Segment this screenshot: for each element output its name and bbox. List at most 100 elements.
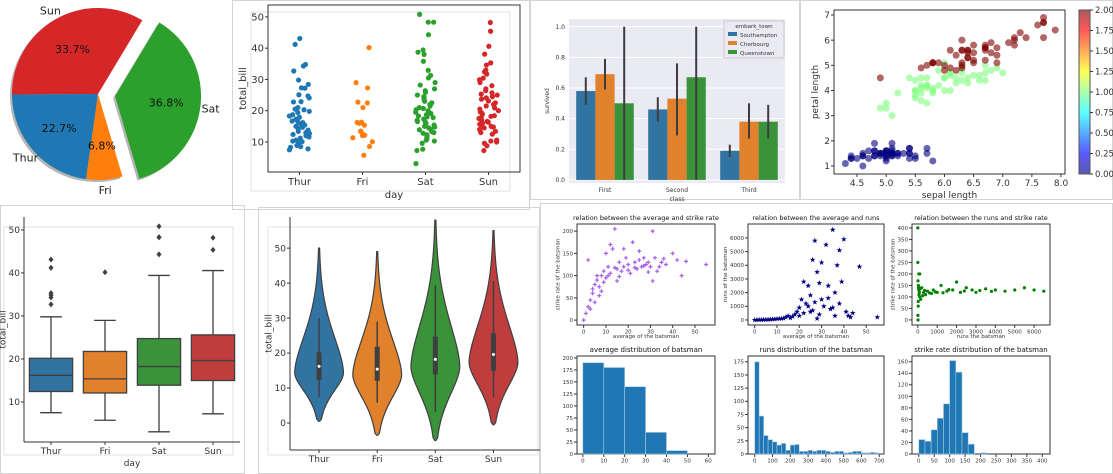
strip-point — [353, 80, 359, 86]
x-tick-label: 0 — [582, 330, 586, 336]
plus-marker — [606, 273, 611, 278]
data-point — [935, 66, 943, 74]
star-marker — [803, 300, 809, 306]
plus-marker — [586, 258, 591, 263]
histogram-bar — [930, 429, 938, 455]
legend-label: Queenstown — [740, 51, 775, 57]
chart-title: average distribution of batsman — [590, 346, 703, 354]
dot-marker — [919, 297, 923, 301]
bar-chart-panel — [530, 0, 800, 200]
axes-frame — [911, 223, 1051, 326]
strip-point — [300, 119, 306, 126]
y-tick-label: 200 — [563, 229, 574, 235]
plus-marker — [610, 246, 615, 251]
y-tick-label: 100 — [563, 404, 574, 410]
strip-point — [478, 91, 484, 97]
plus-marker — [655, 269, 660, 274]
plus-marker — [619, 269, 624, 274]
chart-title: relation between the average and runs — [752, 214, 880, 222]
plus-marker — [612, 265, 617, 270]
axes-frame — [833, 9, 1066, 175]
plus-marker — [592, 282, 597, 287]
x-tick-label: 40 — [669, 330, 676, 336]
plus-marker — [590, 291, 595, 296]
data-point — [905, 74, 913, 82]
histogram-bar — [763, 435, 769, 455]
histogram-bar — [980, 452, 988, 455]
x-tick-label: 350 — [1022, 459, 1033, 465]
y-tick-label: 2000 — [730, 291, 744, 297]
strip-point — [358, 128, 364, 134]
star-marker — [838, 278, 845, 285]
star-marker — [820, 303, 827, 309]
y-tick-label: 140 — [898, 371, 909, 377]
strip-point — [350, 135, 356, 141]
strip-point — [290, 99, 297, 105]
histogram-bar — [870, 452, 876, 455]
x-tick-label: Sun — [485, 455, 502, 465]
strip-point — [296, 114, 303, 120]
data-point — [935, 81, 943, 89]
data-point — [970, 41, 978, 49]
data-point — [993, 64, 1001, 72]
x-tick-label: 0 — [581, 459, 585, 465]
strip-point — [494, 137, 500, 143]
strip-point — [488, 138, 494, 144]
star-marker — [767, 316, 774, 322]
x-tick-label: 50 — [691, 330, 698, 336]
plus-marker — [641, 263, 646, 268]
data-point — [871, 147, 879, 155]
slice-label: Sat — [202, 102, 221, 115]
strip-point — [431, 86, 438, 92]
data-point — [964, 49, 972, 57]
y-axis-label: survived — [544, 88, 551, 114]
x-tick-label: 50 — [863, 330, 870, 336]
data-point — [841, 159, 849, 167]
x-tick-label: Thur — [40, 447, 62, 457]
star-marker — [825, 282, 832, 289]
y-tick-label: 75 — [566, 416, 573, 422]
data-point — [923, 74, 931, 82]
strip-point — [431, 138, 437, 144]
strip-point — [290, 112, 296, 118]
violin-iqr-box — [432, 336, 438, 375]
x-tick-label: 500 — [838, 459, 849, 465]
plus-marker — [597, 284, 602, 289]
strip-point — [425, 108, 431, 114]
star-marker — [814, 315, 820, 322]
strip-point — [414, 147, 420, 154]
histogram-bar — [790, 444, 796, 455]
data-point — [981, 44, 989, 52]
histogram-bar — [816, 450, 822, 455]
data-point — [876, 74, 884, 82]
dot-marker — [1022, 286, 1027, 290]
histogram-bar — [582, 362, 605, 455]
plus-marker — [659, 260, 664, 265]
star-marker — [827, 306, 834, 312]
data-point — [894, 149, 902, 157]
strip-point — [420, 58, 427, 64]
data-point — [987, 66, 995, 74]
data-point — [882, 147, 890, 155]
x-tick-label: 30 — [647, 330, 654, 336]
y-tick-label: 150 — [563, 251, 574, 257]
y-tick-label: 50 — [737, 426, 744, 432]
x-tick-label: Third — [740, 187, 756, 194]
data-point — [876, 104, 884, 112]
plus-marker — [592, 300, 597, 305]
slice-percent-label: 6.8% — [88, 139, 116, 152]
star-marker — [874, 314, 881, 320]
y-tick-label: 0 — [905, 318, 909, 324]
y-tick-label: 200 — [898, 272, 909, 278]
x-tick-label: 400 — [1037, 459, 1048, 465]
strip-point — [489, 94, 495, 100]
dot-marker — [978, 288, 982, 293]
data-point — [952, 74, 960, 82]
star-marker — [800, 310, 807, 316]
x-tick-label: 6.5 — [966, 179, 980, 189]
data-point — [940, 66, 948, 74]
bar — [595, 74, 615, 180]
dot-marker — [916, 283, 920, 288]
data-point — [1034, 21, 1042, 29]
plus-marker — [595, 278, 600, 283]
